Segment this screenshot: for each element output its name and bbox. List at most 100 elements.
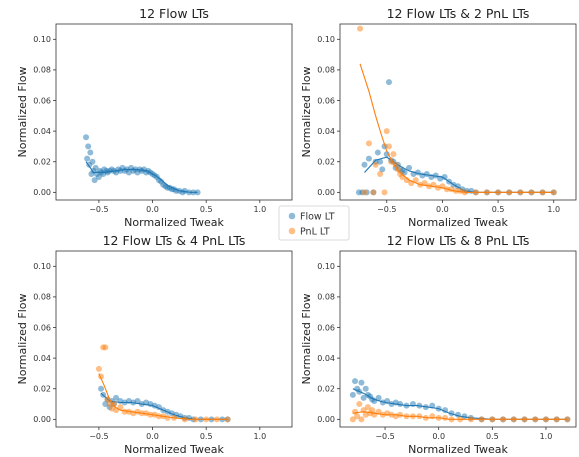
y-tick-label: 0.10	[317, 262, 335, 271]
y-tick-label: 0.10	[33, 262, 51, 271]
data-point-pnl	[354, 413, 361, 420]
x-axis-label: Normalized Tweak	[408, 443, 508, 456]
y-tick-label: 0.10	[33, 35, 51, 44]
data-point-flow	[379, 166, 386, 173]
y-tick-label: 0.06	[317, 96, 335, 105]
data-point-flow	[397, 401, 404, 408]
data-point-flow	[85, 143, 92, 150]
data-point-pnl	[117, 404, 124, 411]
y-tick-label: 0.08	[33, 66, 51, 75]
panel-4: 12 Flow LTs & 8 PnL LTs Normalized Tweak N…	[300, 233, 577, 456]
data-point-pnl	[372, 161, 379, 168]
series-pnl	[349, 401, 571, 423]
y-tick-label: 0.08	[317, 293, 335, 302]
data-point-flow	[134, 397, 141, 404]
y-tick-label: 0.08	[317, 66, 335, 75]
data-point-pnl	[365, 140, 372, 147]
data-point-pnl	[403, 177, 410, 184]
data-point-pnl	[385, 143, 392, 150]
fit-line-pnl	[359, 63, 554, 193]
x-tick-label: 1.0	[253, 432, 266, 441]
data-point-flow	[92, 164, 99, 171]
data-point-flow	[84, 155, 91, 162]
data-point-pnl	[95, 365, 102, 372]
data-point-flow	[113, 394, 120, 401]
panel-2: 12 Flow LTs & 2 PnL LTs Normalized Tweak N…	[300, 6, 577, 229]
y-tick-label: 0.02	[317, 385, 335, 394]
data-point-pnl	[390, 151, 397, 158]
data-point-pnl	[357, 25, 364, 32]
y-tick-label: 0.04	[33, 127, 51, 136]
y-tick-label: 0.00	[317, 188, 335, 197]
data-point-pnl	[412, 177, 419, 184]
y-tick-label: 0.06	[317, 323, 335, 332]
y-tick-label: 0.00	[33, 415, 51, 424]
data-point-flow	[375, 394, 382, 401]
y-tick-label: 0.02	[317, 158, 335, 167]
legend-label-pnl: PnL LT	[300, 227, 330, 238]
data-point-flow	[361, 161, 368, 168]
x-tick-label: 0.0	[436, 205, 449, 214]
data-point-pnl	[356, 401, 363, 408]
x-tick-label: 0.5	[200, 205, 213, 214]
legend-frame	[278, 205, 350, 241]
data-point-flow	[461, 413, 468, 420]
x-tick-label: 0.0	[146, 205, 159, 214]
y-axis-label: Normalized Flow	[300, 67, 313, 158]
data-point-pnl	[102, 344, 109, 351]
x-tick-label: 0.0	[146, 432, 159, 441]
data-point-pnl	[164, 414, 171, 421]
x-tick-label: 1.0	[540, 432, 553, 441]
data-point-flow	[374, 149, 381, 156]
y-axis-label: Normalized Flow	[16, 294, 29, 385]
x-axis-label: Normalized Tweak	[124, 443, 224, 456]
data-point-pnl	[358, 416, 365, 423]
data-point-pnl	[381, 189, 388, 196]
y-tick-label: 0.04	[33, 354, 51, 363]
x-tick-label: 0.0	[432, 432, 445, 441]
y-tick-label: 0.08	[33, 293, 51, 302]
x-tick-label: 1.0	[547, 205, 560, 214]
data-point-flow	[352, 378, 359, 385]
data-point-pnl	[392, 161, 399, 168]
data-point-flow	[406, 164, 413, 171]
data-point-pnl	[349, 416, 356, 423]
x-tick-label: 0.5	[200, 432, 213, 441]
data-point-pnl	[429, 413, 436, 420]
plot-frame	[55, 23, 293, 201]
series-pnl	[95, 344, 231, 423]
y-tick-label: 0.06	[33, 96, 51, 105]
data-point-flow	[349, 391, 356, 398]
data-point-pnl	[364, 404, 371, 411]
data-point-pnl	[155, 413, 162, 420]
y-tick-label: 0.10	[317, 35, 335, 44]
data-point-flow	[377, 158, 384, 165]
y-tick-label: 0.06	[33, 323, 51, 332]
y-tick-label: 0.02	[33, 385, 51, 394]
series-flow	[83, 134, 201, 196]
fit-line-pnl	[352, 411, 568, 420]
data-point-flow	[362, 385, 369, 392]
y-tick-label: 0.02	[33, 158, 51, 167]
data-point-pnl	[361, 189, 368, 196]
legend-marker-pnl	[288, 227, 296, 235]
x-tick-label: 1.0	[253, 205, 266, 214]
data-point-flow	[87, 149, 94, 156]
panel-title: 12 Flow LTs & 8 PnL LTs	[387, 233, 530, 248]
data-point-pnl	[397, 411, 404, 418]
panel-1: 12 Flow LTs Normalized Tweak Normalized Fl…	[16, 6, 293, 229]
data-point-pnl	[442, 414, 449, 421]
data-point-flow	[98, 385, 105, 392]
x-tick-label: −0.5	[375, 432, 394, 441]
data-point-flow	[432, 172, 439, 179]
data-point-pnl	[383, 128, 390, 135]
data-point-flow	[102, 401, 109, 408]
y-tick-label: 0.04	[317, 127, 335, 136]
x-tick-label: 0.5	[492, 205, 505, 214]
series-pnl	[357, 25, 557, 196]
data-point-flow	[360, 394, 367, 401]
data-point-pnl	[370, 189, 377, 196]
panel-title: 12 Flow LTs & 4 PnL LTs	[103, 233, 246, 248]
panel-title: 12 Flow LTs	[139, 6, 209, 21]
x-axis-label: Normalized Tweak	[124, 216, 224, 229]
